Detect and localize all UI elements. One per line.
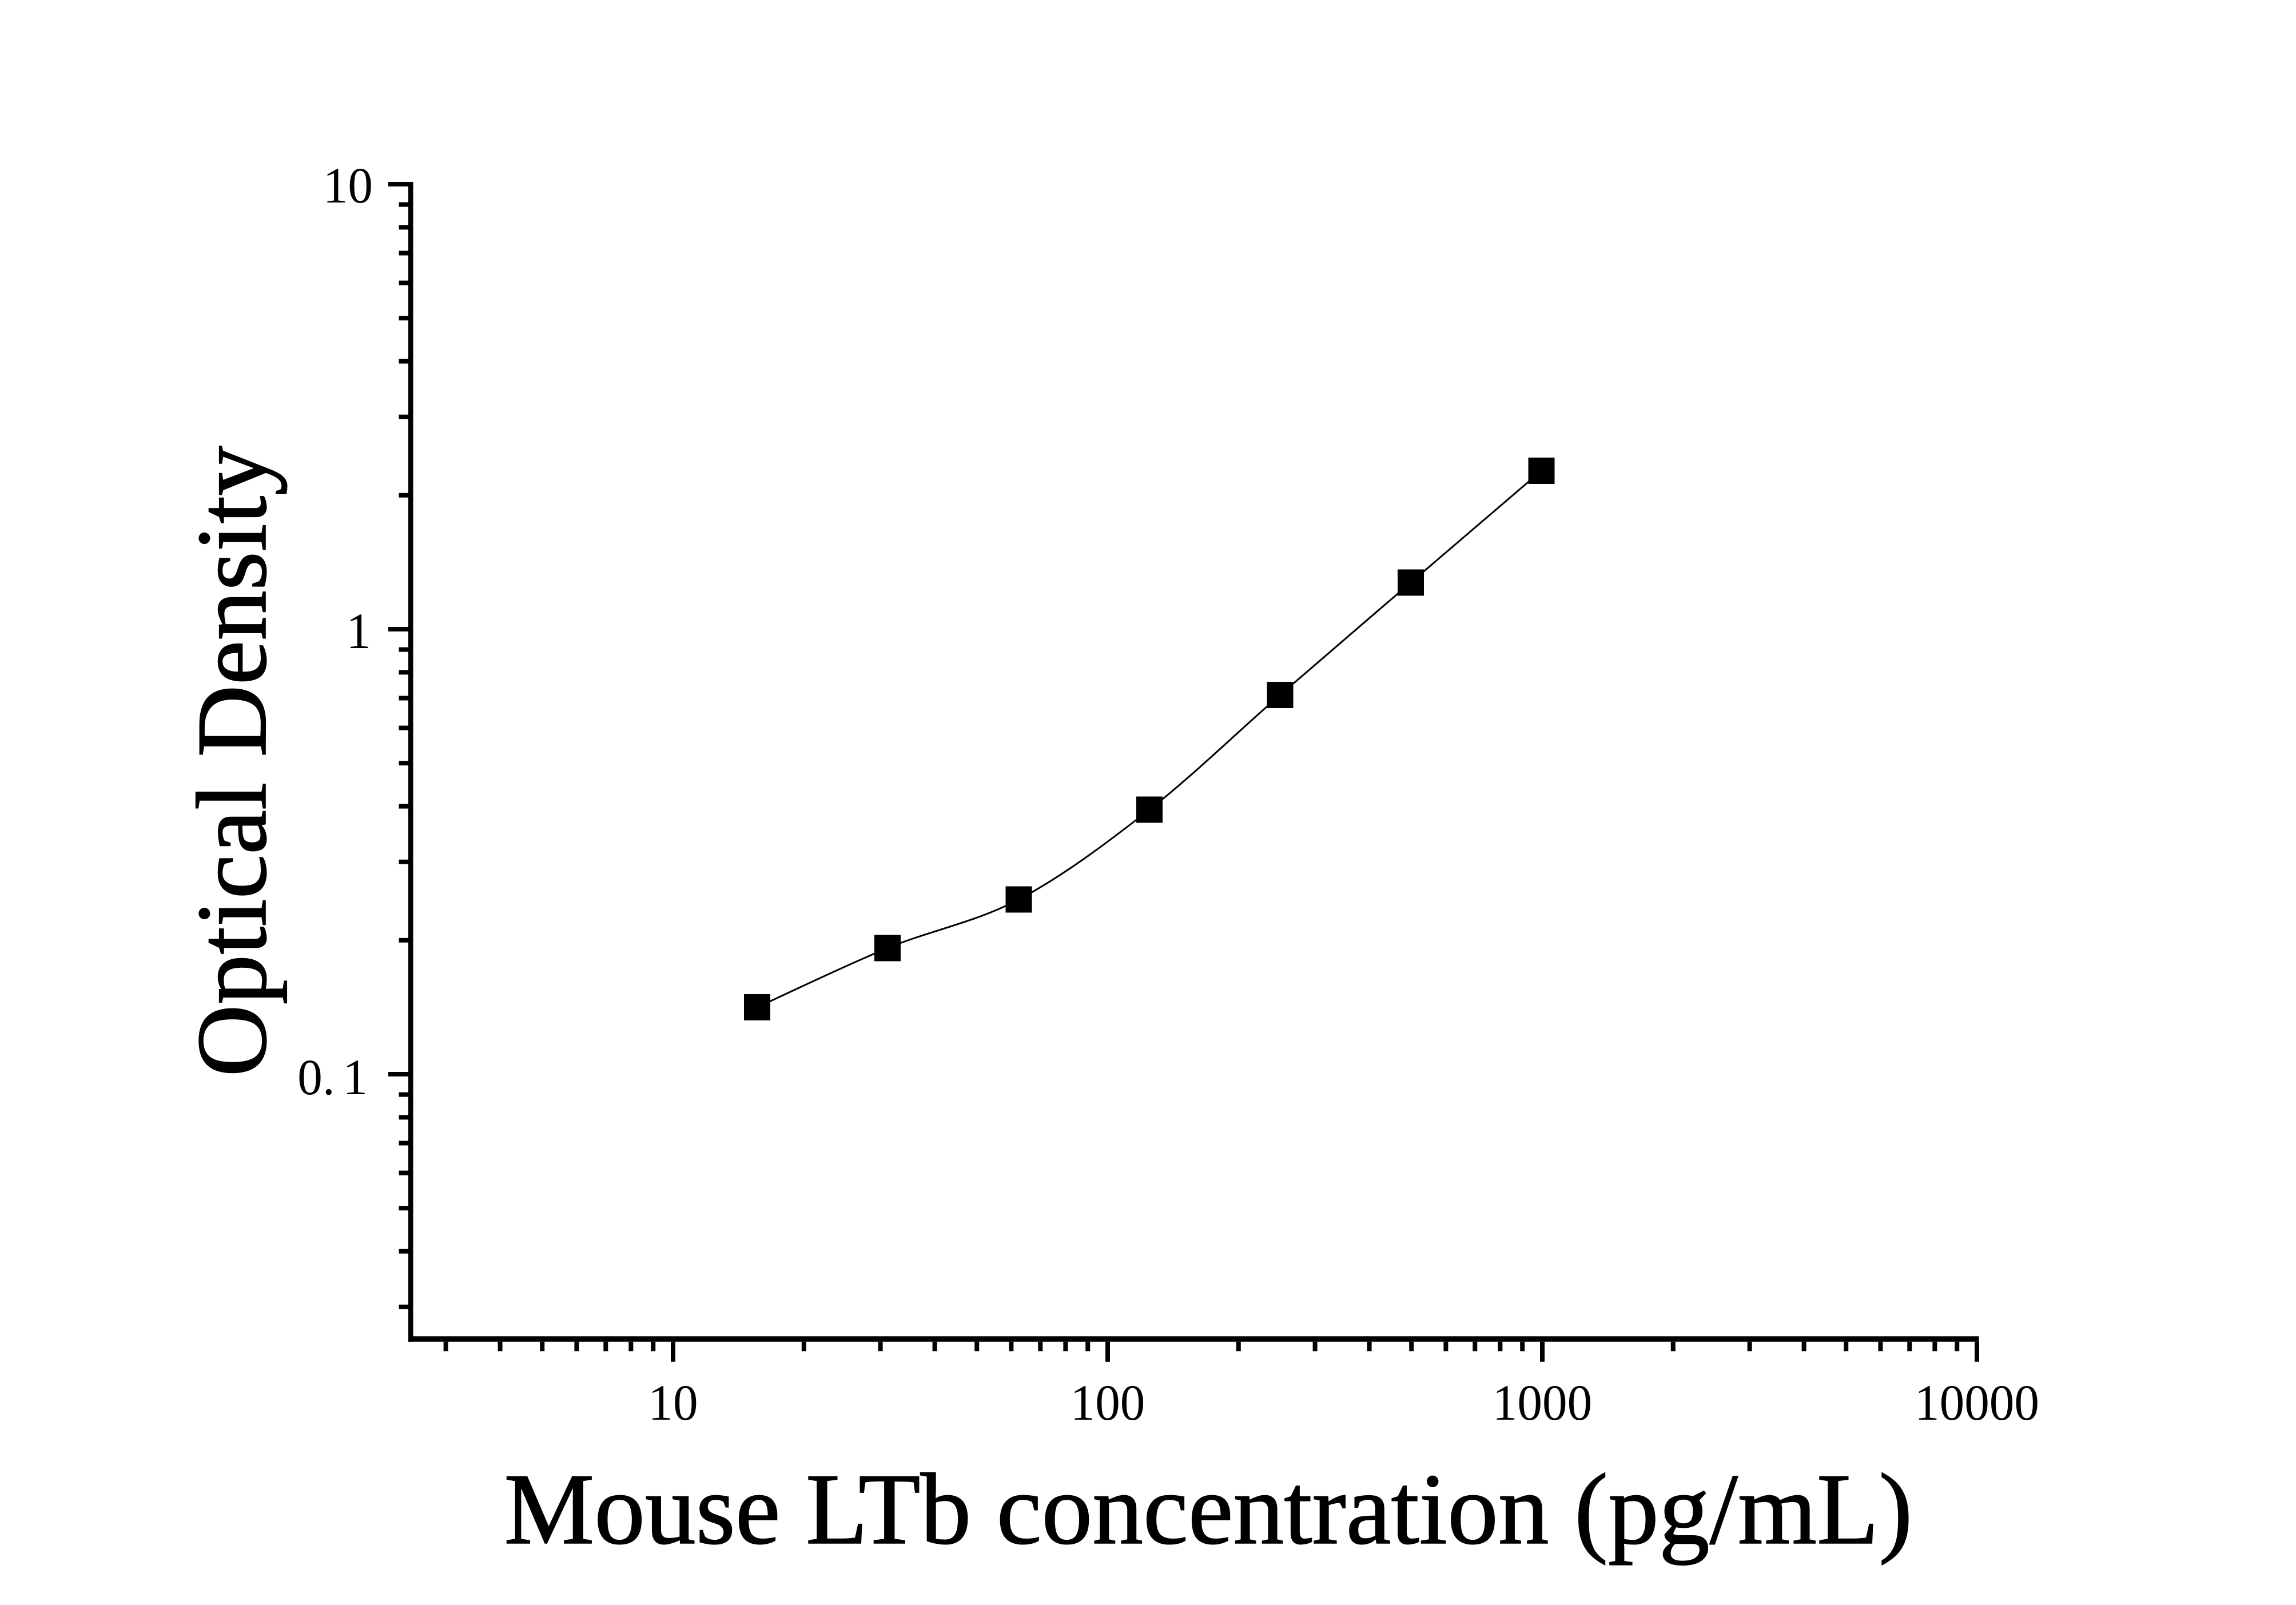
svg-text:1000: 1000	[1493, 1374, 1592, 1431]
svg-text:Optical Density: Optical Density	[176, 446, 287, 1076]
svg-text:10: 10	[323, 157, 373, 214]
svg-text:10000: 10000	[1915, 1374, 2039, 1431]
svg-text:10: 10	[648, 1374, 698, 1431]
svg-text:1: 1	[346, 603, 371, 660]
svg-text:0.1: 0. 1	[297, 1049, 368, 1106]
svg-text:Mouse LTb concentration (pg/mL: Mouse LTb concentration (pg/mL)	[504, 1453, 1912, 1566]
svg-text:100: 100	[1071, 1374, 1145, 1431]
